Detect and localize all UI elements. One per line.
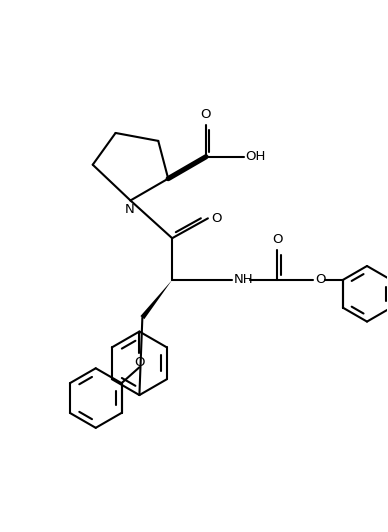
Text: O: O [201, 108, 211, 121]
Text: O: O [315, 273, 326, 286]
Text: NH: NH [234, 273, 253, 286]
Text: O: O [134, 356, 145, 369]
Polygon shape [140, 280, 172, 319]
Text: OH: OH [246, 150, 266, 163]
Text: O: O [211, 212, 222, 225]
Text: N: N [125, 203, 134, 217]
Text: O: O [272, 233, 282, 246]
